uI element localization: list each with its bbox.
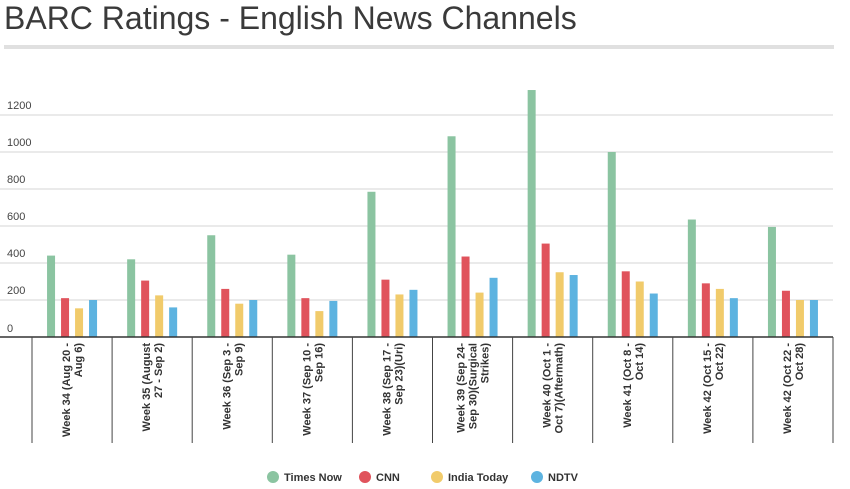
bar-ndtv — [169, 307, 178, 337]
x-tick-label-line: Sep 9) — [233, 343, 245, 376]
bar-india-today — [235, 303, 244, 337]
bar-cnn — [141, 280, 150, 337]
legend-item: CNN — [359, 471, 400, 484]
legend-swatch — [431, 471, 443, 483]
legend: Times Now CNN India Today NDTV — [267, 471, 579, 484]
x-tick-label-line: Week 40 (Oct 1 - — [542, 343, 554, 428]
bar-cnn — [221, 288, 230, 337]
x-tick-label-line: Week 42 (Oct 15 - — [702, 343, 714, 434]
bar-times-now — [607, 152, 616, 337]
bar-india-today — [715, 288, 724, 337]
y-tick-label: 1200 — [7, 100, 31, 112]
bar-cnn — [701, 283, 710, 337]
x-tick-label-line: Sep 30)(Surgical — [468, 343, 480, 429]
y-tick-label: 200 — [7, 285, 25, 297]
legend-swatch — [531, 471, 543, 483]
x-tick-label: Week 42 (Oct 22 - Oct 28) — [782, 343, 806, 434]
x-tick-label: Week 38 (Sep 17 - Sep 23)(Uri) — [381, 343, 405, 436]
bar-ndtv — [89, 300, 98, 337]
y-tick-label: 800 — [7, 174, 25, 186]
x-tick-label-line: Sep 23)(Uri) — [393, 343, 405, 405]
x-tick-label: Week 40 (Oct 1 - Oct 7)(Aftermath) — [542, 343, 566, 434]
y-axis-ticks: 0 200 400 600 800 1000 1200 — [7, 100, 31, 335]
bar-ndtv — [649, 293, 658, 337]
legend-item: Times Now — [267, 471, 342, 484]
x-tick-label: Week 42 (Oct 15 - Oct 22) — [702, 343, 726, 434]
bar-india-today — [75, 308, 84, 337]
bar-cnn — [621, 271, 630, 337]
x-tick-label-line: Strikes) — [480, 343, 492, 384]
x-tick-label: Week 34 (Aug 20 - Aug 6) — [61, 343, 85, 437]
x-tick-label-line: Week 42 (Oct 22 - — [782, 343, 794, 434]
legend-label: India Today — [448, 472, 509, 484]
bar-india-today — [795, 300, 804, 337]
legend-swatch — [267, 471, 279, 483]
bar-times-now — [767, 226, 776, 337]
x-tick-label-line: Aug 6) — [73, 343, 85, 378]
bar-ndtv — [249, 300, 258, 337]
x-tick-label: Week 35 (August 27 - Sep 2) — [141, 343, 165, 432]
bar-cnn — [541, 243, 550, 337]
bar-ndtv — [729, 298, 738, 337]
legend-label: Times Now — [284, 472, 342, 484]
x-tick-label-line: 27 - Sep 2) — [153, 343, 165, 398]
bar-cnn — [301, 298, 310, 337]
x-tick-label-line: Week 41 (Oct 8 - — [622, 343, 634, 428]
x-tick-label-line: Oct 22) — [714, 343, 726, 381]
bar-ndtv — [569, 275, 578, 337]
bar-times-now — [127, 259, 136, 337]
page-title: BARC Ratings - English News Channels — [4, 0, 577, 36]
x-tick-label: Week 36 (Sep 3 - Sep 9) — [221, 343, 245, 430]
x-tick-label-line: Week 34 (Aug 20 - — [61, 343, 73, 437]
legend-item: NDTV — [531, 471, 579, 484]
bar-times-now — [527, 90, 536, 338]
x-axis: Week 34 (Aug 20 - Aug 6) Week 35 (August 27… — [0, 336, 834, 443]
y-tick-label: 600 — [7, 211, 25, 223]
bar-times-now — [447, 136, 456, 337]
bar-ndtv — [329, 300, 338, 337]
bar-cnn — [781, 290, 790, 337]
legend-swatch — [359, 471, 371, 483]
x-tick-label: Week 39 (Sep 24- Sep 30)(Surgical Strikes) — [456, 343, 492, 433]
bar-cnn — [61, 298, 70, 337]
title-divider — [4, 45, 834, 49]
y-tick-label: 0 — [7, 323, 13, 335]
x-tick-label: Week 41 (Oct 8 - Oct 14) — [622, 343, 646, 428]
bar-ndtv — [489, 277, 498, 337]
x-tick-label: Week 37 (Sep 10 - Sep 16) — [301, 343, 325, 436]
x-tick-label-line: Week 39 (Sep 24- — [456, 343, 468, 433]
x-tick-label-line: Week 38 (Sep 17 - — [381, 343, 393, 436]
x-tick-label-line: Oct 7)(Aftermath) — [554, 343, 566, 434]
legend-item: India Today — [431, 471, 509, 484]
gridlines — [0, 114, 833, 301]
bar-india-today — [475, 292, 484, 337]
bar-india-today — [155, 295, 164, 337]
x-tick-label-line: Oct 28) — [794, 343, 806, 381]
bar-times-now — [207, 235, 216, 337]
bar-india-today — [395, 294, 404, 337]
bar-times-now — [47, 255, 56, 337]
bar-ndtv — [809, 300, 818, 337]
bar-times-now — [287, 254, 296, 337]
bar-times-now — [367, 191, 376, 337]
y-tick-label: 1000 — [7, 137, 31, 149]
bar-ndtv — [409, 289, 418, 337]
bar-cnn — [381, 279, 390, 337]
legend-label: NDTV — [548, 472, 579, 484]
bars — [47, 90, 818, 338]
x-tick-label-line: Sep 16) — [313, 343, 325, 382]
y-tick-label: 400 — [7, 248, 25, 260]
bar-times-now — [687, 219, 696, 337]
x-tick-label-line: Week 36 (Sep 3 - — [221, 343, 233, 430]
bar-india-today — [315, 311, 324, 337]
bar-cnn — [461, 256, 470, 337]
x-tick-label-line: Oct 14) — [634, 343, 646, 381]
bar-india-today — [555, 272, 564, 337]
x-tick-label-line: Week 37 (Sep 10 - — [301, 343, 313, 436]
x-tick-label-line: Week 35 (August — [141, 343, 153, 432]
bar-india-today — [635, 281, 644, 337]
legend-label: CNN — [376, 472, 400, 484]
